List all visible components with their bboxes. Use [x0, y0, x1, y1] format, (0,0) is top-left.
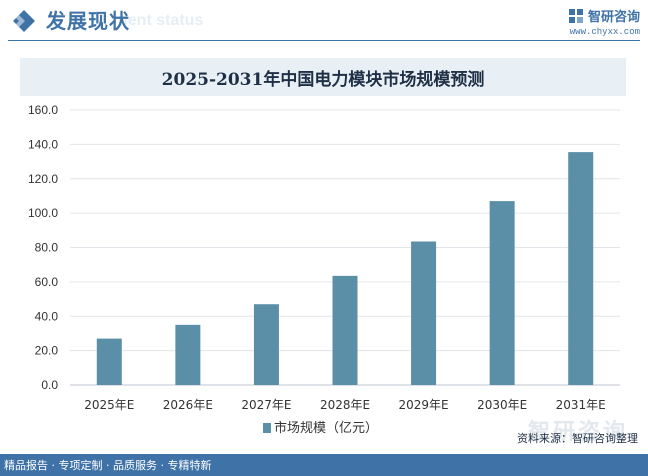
y-tick-label: 80.0 — [35, 241, 59, 255]
legend-swatch — [263, 423, 271, 433]
brand-name: 智研咨询 — [587, 10, 640, 25]
bar — [96, 338, 122, 385]
x-tick-label: 2027年E — [241, 398, 291, 412]
x-tick-label: 2031年E — [556, 398, 606, 412]
bar — [411, 241, 437, 385]
legend-label: 市场规模（亿元） — [274, 420, 378, 436]
chart-title: 2025-2031年中国电力模块市场规模预测 — [161, 69, 485, 90]
y-tick-label: 20.0 — [35, 344, 59, 358]
y-tick-label: 60.0 — [35, 275, 59, 289]
x-tick-label: 2026年E — [163, 398, 213, 412]
x-tick-label: 2025年E — [84, 398, 134, 412]
section-subtitle: nent status — [118, 12, 204, 29]
y-tick-label: 140.0 — [28, 137, 58, 151]
watermark: 智研咨询 — [527, 420, 628, 445]
y-tick-label: 120.0 — [28, 172, 58, 186]
y-tick-label: 0.0 — [41, 378, 58, 392]
bar — [489, 201, 515, 385]
bar — [332, 275, 358, 385]
y-tick-label: 100.0 — [28, 206, 58, 220]
y-tick-label: 160.0 — [28, 103, 58, 117]
brand: 智研咨询 www.chyxx.com — [568, 6, 640, 37]
section-title: 发展现状 — [46, 9, 130, 33]
brand-logo-icon — [568, 8, 583, 23]
bar — [253, 304, 279, 385]
bar — [568, 152, 594, 385]
brand-url: www.chyxx.com — [569, 27, 640, 37]
header-rule — [8, 40, 640, 41]
source-note: 资料来源：智研咨询整理 — [517, 432, 638, 445]
x-tick-label: 2028年E — [320, 398, 370, 412]
footer-tagline: 精品报告 · 专项定制 · 品质服务 · 专精特新 — [4, 459, 212, 472]
y-tick-label: 40.0 — [35, 309, 59, 323]
footer: 精品报告 · 专项定制 · 品质服务 · 专精特新 资料来源：智研咨询整理 — [0, 432, 648, 476]
x-tick-label: 2030年E — [477, 398, 527, 412]
diamond-icon — [13, 10, 35, 32]
chart-title-bar: 2025-2031年中国电力模块市场规模预测 — [20, 58, 626, 96]
bar — [175, 324, 201, 385]
x-tick-label: 2029年E — [399, 398, 449, 412]
page-header: nent status 发展现状 智研咨询 www.chyxx.com — [0, 0, 648, 40]
